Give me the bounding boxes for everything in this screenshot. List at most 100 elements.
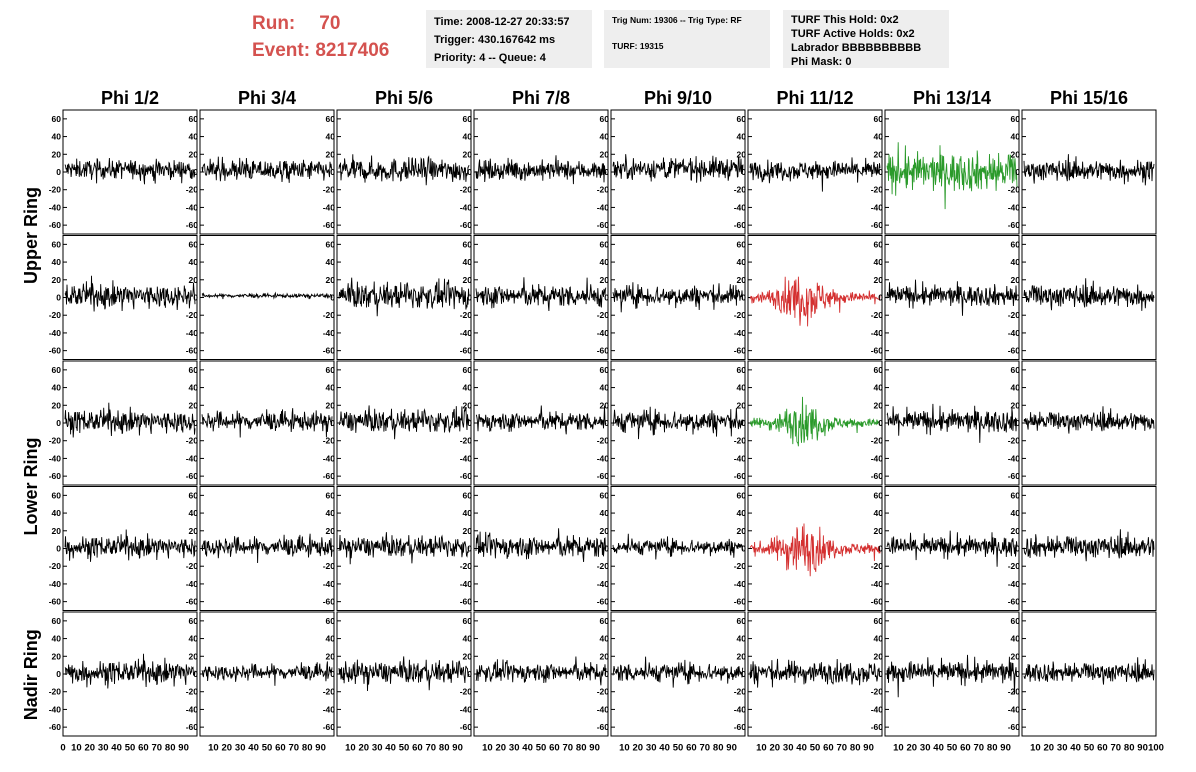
y-tick-label: 20 (600, 400, 610, 410)
waveform-r5-c5 (612, 656, 744, 688)
turf-info-box: TURF This Hold: 0x2 TURF Active Holds: 0… (783, 10, 949, 68)
waveform-r3-c4 (476, 405, 607, 435)
y-tick-label: 0 (330, 418, 335, 428)
x-tick-label: 70 (152, 743, 163, 754)
y-tick-label: 0 (1015, 669, 1020, 679)
x-tick-label: 20 (770, 743, 781, 754)
y-tick-label: 20 (874, 275, 884, 285)
y-tick-label: 40 (600, 508, 610, 518)
y-tick-label: 20 (737, 275, 747, 285)
y-tick-label: -60 (186, 471, 199, 481)
y-tick-label: 40 (52, 383, 62, 393)
y-tick-label: 60 (1011, 114, 1021, 124)
y-tick-label: 0 (467, 669, 472, 679)
phi-mask-text: Phi Mask: 0 (791, 56, 852, 68)
y-tick-label: -40 (871, 202, 884, 212)
y-tick-label: -60 (49, 220, 62, 230)
y-tick-label: 0 (467, 418, 472, 428)
y-tick-label: 60 (1011, 239, 1021, 249)
run-event-block: Run: 70 Event: 8217406 (252, 10, 389, 64)
y-tick-label: 40 (326, 383, 336, 393)
y-tick-label: -60 (186, 722, 199, 732)
waveform-r1-c4 (475, 155, 607, 185)
x-tick-label: 20 (85, 743, 96, 754)
y-tick-label: -60 (186, 346, 199, 356)
waveform-r1-c1 (64, 157, 196, 185)
y-tick-label: -40 (871, 328, 884, 338)
turf-hold-text: TURF This Hold: 0x2 (791, 14, 899, 26)
x-tick-label: 40 (248, 743, 259, 754)
y-tick-label: 40 (52, 257, 62, 267)
y-tick-label: 40 (600, 257, 610, 267)
x-tick-label: 50 (1084, 743, 1095, 754)
y-tick-label: -60 (734, 597, 747, 607)
y-tick-label: 40 (463, 132, 473, 142)
y-tick-label: 40 (463, 383, 473, 393)
waveform-r4-c5 (612, 533, 744, 560)
x-tick-label: 90 (589, 743, 600, 754)
y-tick-label: -20 (871, 561, 884, 571)
y-tick-label: -40 (1008, 704, 1021, 714)
y-tick-label: -40 (49, 704, 62, 714)
y-tick-label: 20 (326, 651, 336, 661)
column-header-1: Phi 1/2 (101, 88, 159, 108)
y-tick-label: -20 (734, 687, 747, 697)
y-tick-label: 0 (56, 544, 61, 554)
y-tick-label: -60 (1008, 722, 1021, 732)
y-tick-label: -20 (323, 310, 336, 320)
y-tick-label: -40 (49, 453, 62, 463)
y-tick-label: 20 (874, 526, 884, 536)
y-tick-label: 60 (737, 114, 747, 124)
y-tick-label: 60 (189, 239, 199, 249)
x-tick-label: 90 (1000, 743, 1011, 754)
y-tick-label: -60 (323, 471, 336, 481)
y-tick-label: 0 (1015, 293, 1020, 303)
y-tick-label: 40 (600, 383, 610, 393)
y-tick-label: -20 (186, 310, 199, 320)
x-tick-label: 10 (1030, 743, 1041, 754)
panel-frame-r3-c3 (336, 360, 472, 486)
y-tick-label: -60 (734, 220, 747, 230)
panel-frame-r5-c6 (747, 611, 883, 737)
x-tick-label: 60 (1097, 743, 1108, 754)
y-tick-label: -20 (871, 310, 884, 320)
event-row: Event: 8217406 (252, 37, 389, 64)
y-tick-label: 60 (52, 616, 62, 626)
y-tick-label: 0 (741, 544, 746, 554)
waveform-r2-c5 (612, 282, 744, 313)
y-tick-label: 0 (56, 167, 61, 177)
y-tick-label: -60 (49, 597, 62, 607)
y-tick-label: -60 (49, 346, 62, 356)
y-tick-label: 20 (737, 651, 747, 661)
y-tick-label: 20 (874, 400, 884, 410)
y-tick-label: 20 (874, 149, 884, 159)
y-tick-label: -60 (49, 722, 62, 732)
y-tick-label: 40 (326, 257, 336, 267)
x-tick-label: 40 (1070, 743, 1081, 754)
waveform-r1-c6 (749, 157, 881, 192)
y-tick-label: -40 (323, 579, 336, 589)
x-tick-label: 90 (178, 743, 189, 754)
x-tick-label: 20 (222, 743, 233, 754)
y-tick-label: -60 (597, 471, 610, 481)
x-tick-label: 60 (549, 743, 560, 754)
y-tick-label: 40 (737, 132, 747, 142)
y-tick-label: 20 (189, 400, 199, 410)
waveform-r1-c5 (612, 154, 744, 183)
y-tick-label: 20 (1011, 275, 1021, 285)
y-tick-label: 40 (737, 634, 747, 644)
waveform-r5-c6 (749, 658, 881, 688)
y-tick-label: -40 (186, 579, 199, 589)
row-label-upper-ring: Upper Ring (21, 187, 41, 284)
y-tick-label: 20 (463, 275, 473, 285)
y-tick-label: 0 (878, 418, 883, 428)
y-tick-label: 0 (604, 167, 609, 177)
y-tick-label: -60 (323, 597, 336, 607)
y-tick-label: -40 (323, 202, 336, 212)
y-tick-label: 20 (463, 651, 473, 661)
y-tick-label: 0 (741, 418, 746, 428)
y-tick-label: -40 (460, 202, 473, 212)
y-tick-label: -60 (460, 597, 473, 607)
x-tick-label: 50 (399, 743, 410, 754)
y-tick-label: -60 (323, 346, 336, 356)
